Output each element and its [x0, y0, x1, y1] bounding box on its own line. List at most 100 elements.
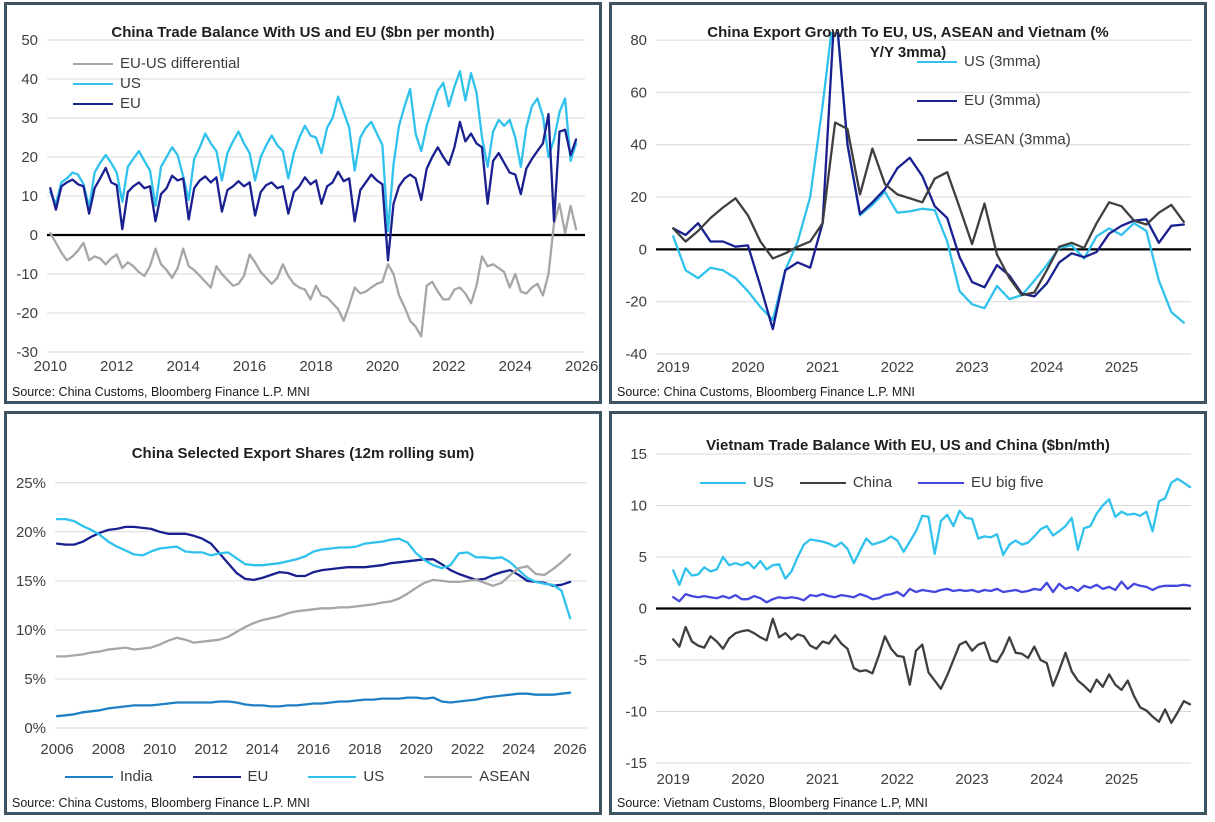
legend-label: EU	[247, 768, 269, 785]
legend-label: ASEAN	[479, 768, 531, 785]
svg-text:2023: 2023	[955, 359, 988, 376]
svg-text:2025: 2025	[1105, 771, 1138, 788]
legend-label: EU-US differential	[120, 55, 240, 72]
svg-text:2023: 2023	[955, 771, 988, 788]
legend-swatch	[73, 62, 113, 65]
legend-item: ASEAN (3mma)	[917, 131, 1071, 148]
legend-item: US (3mma)	[917, 53, 1071, 70]
legend-label: US	[363, 768, 385, 785]
legend-label: China	[852, 474, 893, 491]
legend-swatch	[73, 82, 113, 85]
legend-swatch	[917, 60, 957, 63]
legend: US China EU big five	[700, 474, 1044, 491]
chart-title: China Trade Balance With US and EU ($bn …	[111, 24, 495, 42]
legend-item: US	[308, 768, 384, 785]
axis-tick-labels: 80 60 40 20 0 -20 -40 2019 2020 2021 2022 2023 2024 2…	[625, 32, 1138, 376]
svg-text:2020: 2020	[731, 771, 764, 788]
legend-item: EU	[73, 95, 240, 112]
legend-item: US	[700, 474, 774, 491]
legend-label: US	[753, 474, 774, 491]
svg-text:25%: 25%	[16, 475, 46, 492]
svg-text:2024: 2024	[1030, 359, 1063, 376]
svg-text:0: 0	[30, 227, 38, 244]
panel-china-export-shares: China Selected Export Shares (12m rollin…	[4, 411, 602, 815]
svg-text:2016: 2016	[297, 741, 330, 758]
panel-china-export-growth: China Export Growth To EU, US, ASEAN and…	[609, 2, 1207, 404]
legend-swatch	[308, 775, 357, 778]
legend: US (3mma) EU (3mma) ASEAN (3mma)	[917, 53, 1071, 148]
svg-text:10%: 10%	[16, 622, 46, 639]
chart-canvas: 25% 20% 15% 10% 5% 0% 2006 2008 2010 2012 2014 2016…	[16, 475, 587, 758]
svg-text:10: 10	[21, 188, 38, 205]
svg-text:20: 20	[630, 189, 647, 206]
legend-swatch	[917, 138, 957, 141]
source-note: Source: China Customs, Bloomberg Finance…	[617, 385, 915, 399]
legend-item: US	[73, 75, 240, 92]
chart-canvas: 15 10 5 0 -5 -10 -15 2019 2020 2021 2022 2023 2024 20…	[625, 446, 1192, 788]
svg-text:0: 0	[639, 601, 647, 618]
svg-text:5%: 5%	[24, 671, 46, 688]
svg-text:40: 40	[21, 71, 38, 88]
chart-canvas: 80 60 40 20 0 -20 -40 2019 2020 2021 2022 2023 2024 2…	[625, 32, 1191, 376]
legend-label: EU (3mma)	[964, 92, 1041, 109]
svg-text:50: 50	[21, 32, 38, 49]
svg-text:2021: 2021	[806, 359, 839, 376]
legend-swatch	[917, 99, 957, 102]
svg-text:5: 5	[639, 549, 647, 566]
svg-text:2026: 2026	[565, 358, 598, 375]
svg-text:2021: 2021	[806, 771, 839, 788]
svg-text:2008: 2008	[92, 741, 125, 758]
svg-text:2019: 2019	[657, 359, 690, 376]
svg-text:40: 40	[630, 137, 647, 154]
legend-label: US (3mma)	[964, 53, 1041, 70]
series-lines	[672, 32, 1185, 331]
svg-text:-20: -20	[16, 305, 38, 322]
legend-item: EU-US differential	[73, 55, 240, 72]
source-note: Source: Vietnam Customs, Bloomberg Finan…	[617, 796, 928, 810]
svg-text:2020: 2020	[366, 358, 399, 375]
svg-text:-10: -10	[625, 704, 647, 721]
source-note: Source: China Customs, Bloomberg Finance…	[12, 796, 310, 810]
svg-text:80: 80	[630, 32, 647, 49]
chart-title: China Selected Export Shares (12m rollin…	[131, 445, 475, 463]
gridlines	[55, 482, 587, 729]
svg-text:2014: 2014	[167, 358, 200, 375]
gridlines	[656, 453, 1191, 764]
legend-item: EU big five	[918, 474, 1044, 491]
series-lines	[672, 477, 1192, 724]
legend-swatch	[65, 775, 113, 778]
svg-text:2022: 2022	[432, 358, 465, 375]
axis-tick-labels: 15 10 5 0 -5 -10 -15 2019 2020 2021 2022 2023 2024 20…	[625, 446, 1138, 788]
legend: EU-US differential US EU	[73, 55, 240, 112]
legend-item: EU	[192, 768, 269, 785]
gridlines	[47, 39, 585, 353]
svg-text:2024: 2024	[502, 741, 535, 758]
svg-text:2012: 2012	[194, 741, 227, 758]
legend-swatch	[700, 481, 746, 484]
legend-label: EU big five	[971, 474, 1044, 491]
panel-china-trade-balance: China Trade Balance With US and EU ($bn …	[4, 2, 602, 404]
svg-text:20: 20	[21, 149, 38, 166]
svg-text:30: 30	[21, 110, 38, 127]
source-note: Source: China Customs, Bloomberg Finance…	[12, 385, 310, 399]
chart-title: Vietnam Trade Balance With EU, US and Ch…	[706, 437, 1110, 455]
series-lines	[49, 70, 578, 338]
series-lines	[55, 517, 572, 718]
svg-text:-40: -40	[625, 346, 647, 363]
svg-text:2006: 2006	[40, 741, 73, 758]
svg-text:2019: 2019	[657, 771, 690, 788]
svg-text:2012: 2012	[100, 358, 133, 375]
axis-tick-labels: 25% 20% 15% 10% 5% 0% 2006 2008 2010 2012 2014 2016…	[16, 475, 587, 758]
legend-item: China	[799, 474, 893, 491]
svg-text:2025: 2025	[1105, 359, 1138, 376]
legend: India EU US ASEAN	[65, 768, 530, 785]
legend-swatch	[918, 481, 965, 484]
svg-text:15: 15	[630, 446, 647, 463]
svg-text:-30: -30	[16, 344, 38, 361]
legend-label: India	[120, 768, 153, 785]
svg-text:0%: 0%	[24, 720, 46, 737]
legend-item: EU (3mma)	[917, 92, 1071, 109]
svg-text:15%: 15%	[16, 573, 46, 590]
